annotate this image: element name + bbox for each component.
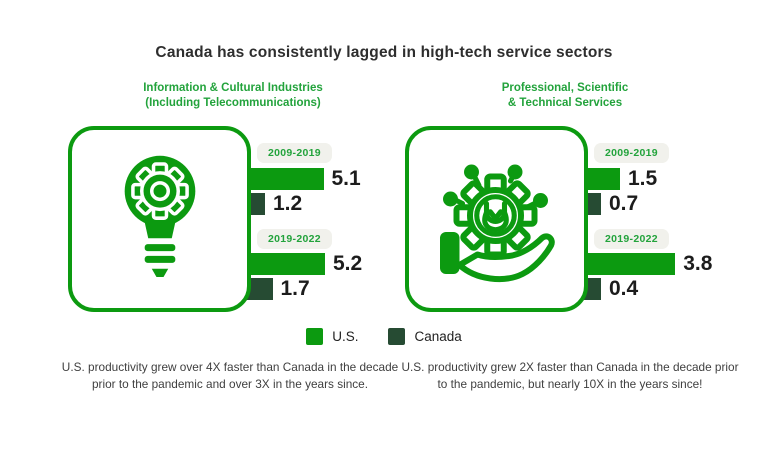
legend-label-us: U.S. [332, 329, 359, 344]
page-title: Canada has consistently lagged in high-t… [155, 44, 613, 61]
lightbulb-gear-icon [101, 144, 219, 295]
canada-swatch [388, 328, 406, 345]
chart-heading-professional-scientific: Professional, Scientific & Technical Ser… [400, 81, 730, 111]
bar-group-information-cultural: 2009-2019 5.1 1.2 2019-2022 5.2 1.7 [247, 126, 547, 312]
heading-line-1: Professional, Scientific [501, 82, 629, 94]
bar-canada [247, 278, 273, 300]
hand-gear-icon [422, 142, 572, 297]
legend: U.S. Canada [0, 328, 768, 345]
bar-value: 1.7 [280, 277, 310, 300]
bar-group-professional-scientific: 2009-2019 1.5 0.7 2019-2022 3.8 0.4 [584, 126, 768, 312]
legend-label-canada: Canada [414, 329, 462, 344]
chart-heading-information-cultural: Information & Cultural Industries (Inclu… [63, 81, 403, 111]
period-badge: 2019-2022 [257, 229, 332, 249]
caption-information-cultural: U.S. productivity grew over 4X faster th… [61, 360, 399, 392]
heading-line-1: Information & Cultural Industries [143, 82, 323, 94]
icon-panel-right [405, 126, 588, 312]
heading-line-2: & Technical Services [507, 96, 623, 109]
period-badge: 2009-2019 [594, 143, 669, 163]
bar-canada [247, 193, 265, 215]
bar-us [247, 168, 324, 190]
bar-canada [584, 278, 601, 300]
bar-value: 5.1 [331, 167, 361, 190]
bar-value: 3.8 [683, 252, 713, 275]
period-badge: 2019-2022 [594, 229, 669, 249]
bar-us [584, 253, 676, 275]
bar-value: 1.2 [273, 192, 303, 215]
bar-value: 0.4 [609, 277, 639, 300]
bar-us [247, 253, 325, 275]
bar-value: 0.7 [609, 192, 639, 215]
bar-value: 5.2 [333, 252, 363, 275]
bar-value: 1.5 [628, 167, 658, 190]
legend-item-us: U.S. [306, 328, 358, 345]
bar-us [584, 168, 620, 190]
caption-professional-scientific: U.S. productivity grew 2X faster than Ca… [401, 360, 739, 392]
bar-canada [584, 193, 601, 215]
period-badge: 2009-2019 [257, 143, 332, 163]
us-swatch [306, 328, 324, 345]
heading-line-2: (Including Telecommunications) [145, 96, 321, 109]
legend-item-canada: Canada [388, 328, 462, 345]
icon-panel-left [68, 126, 251, 312]
